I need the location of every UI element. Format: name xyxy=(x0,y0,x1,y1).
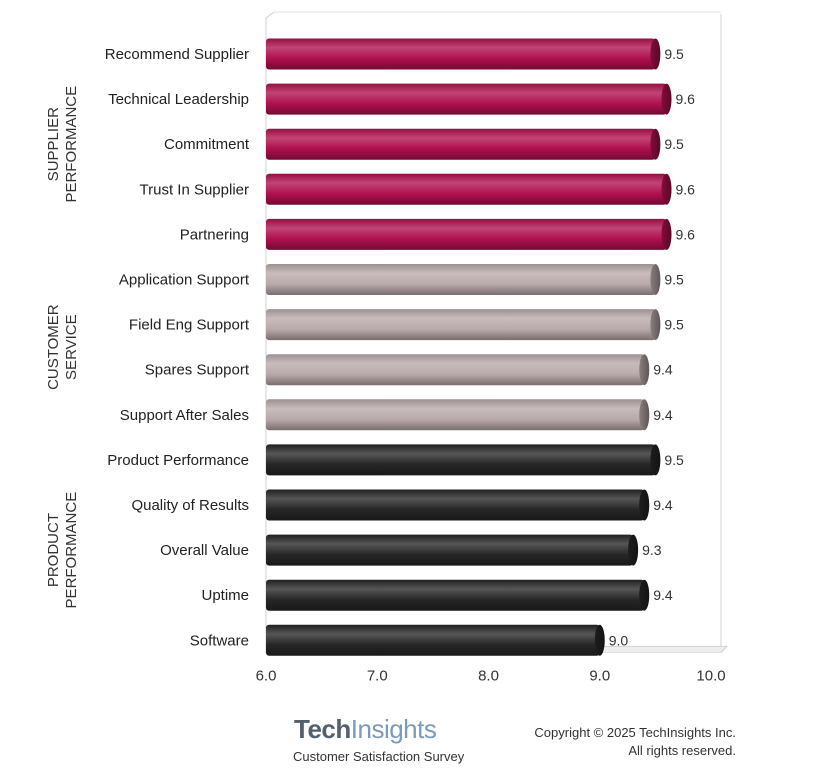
value-label: 9.4 xyxy=(653,362,673,378)
value-label: 9.6 xyxy=(676,226,696,242)
bar xyxy=(266,534,634,566)
category-label: Quality of Results xyxy=(131,497,249,514)
group-label: SUPPLIERPERFORMANCE xyxy=(45,86,80,203)
category-label: Partnering xyxy=(180,226,249,243)
bar xyxy=(266,38,656,70)
x-tick-label: 9.0 xyxy=(589,667,610,684)
bar xyxy=(266,309,656,341)
category-label: Support After Sales xyxy=(120,407,249,424)
bar xyxy=(266,173,667,205)
category-label: Technical Leadership xyxy=(108,91,249,108)
category-label: Application Support xyxy=(119,272,250,289)
bar-end-cap xyxy=(628,534,639,566)
x-tick-label: 10.0 xyxy=(696,667,725,684)
bars-layer xyxy=(266,38,672,656)
category-label: Product Performance xyxy=(107,452,249,469)
category-label: Recommend Supplier xyxy=(105,46,249,63)
copyright-line-1: Copyright © 2025 TechInsights Inc. xyxy=(534,725,736,740)
value-label: 9.6 xyxy=(676,181,696,197)
category-label: Trust In Supplier xyxy=(140,181,250,198)
bar xyxy=(266,624,600,656)
bar xyxy=(266,218,667,250)
bar xyxy=(266,444,656,476)
bar-end-cap xyxy=(639,399,650,431)
bar-end-cap xyxy=(661,83,672,115)
group-label: CUSTOMERSERVICE xyxy=(45,304,80,390)
bar-chart: 6.0 7.0 8.0 9.0 10.0 Recommend Supplier 9.5 Tec… xyxy=(45,11,729,684)
value-label: 9.0 xyxy=(609,632,629,648)
x-tick-label: 6.0 xyxy=(256,667,277,684)
bar xyxy=(266,128,656,160)
bar xyxy=(266,354,645,386)
category-label: Commitment xyxy=(164,136,250,153)
bar xyxy=(266,489,645,521)
group-label: PRODUCTPERFORMANCE xyxy=(45,492,80,609)
copyright-line-2: All rights reserved. xyxy=(628,743,736,758)
bar-end-cap xyxy=(661,218,672,250)
bar-end-cap xyxy=(639,354,650,386)
value-label: 9.4 xyxy=(653,497,673,513)
techinsights-logo: TechInsights xyxy=(294,714,474,746)
labels-layer: 6.0 7.0 8.0 9.0 10.0 Recommend Supplier 9.5 Tec… xyxy=(45,46,726,684)
value-label: 9.5 xyxy=(664,317,684,333)
bar-end-cap xyxy=(661,173,672,205)
bar-end-cap xyxy=(650,38,661,70)
survey-subtitle: Customer Satisfaction Survey xyxy=(293,749,465,764)
bar-end-cap xyxy=(650,264,661,295)
bar xyxy=(266,83,667,115)
value-label: 9.5 xyxy=(664,272,684,288)
copyright-notice: Copyright © 2025 TechInsights Inc. All r… xyxy=(496,724,736,760)
bar-end-cap xyxy=(594,624,605,656)
logo-text-insights: Insights xyxy=(350,714,437,744)
value-label: 9.4 xyxy=(653,587,673,603)
logo-text-tech: Tech xyxy=(294,714,351,744)
bar xyxy=(266,399,645,431)
value-label: 9.4 xyxy=(653,407,673,423)
category-label: Uptime xyxy=(201,587,249,604)
value-label: 9.6 xyxy=(676,91,696,107)
bar-end-cap xyxy=(650,444,661,476)
category-label: Spares Support xyxy=(145,362,250,379)
value-label: 9.3 xyxy=(642,542,662,558)
bar-end-cap xyxy=(650,309,661,341)
category-label: Overall Value xyxy=(160,542,249,559)
bar xyxy=(266,579,645,611)
bar-end-cap xyxy=(650,128,661,160)
value-label: 9.5 xyxy=(664,452,684,468)
x-tick-label: 8.0 xyxy=(478,667,499,684)
value-label: 9.5 xyxy=(664,136,684,152)
category-label: Software xyxy=(190,632,249,649)
bar-end-cap xyxy=(639,579,650,611)
bar-end-cap xyxy=(639,489,650,521)
x-tick-label: 7.0 xyxy=(367,667,388,684)
category-label: Field Eng Support xyxy=(129,317,250,334)
bar xyxy=(266,264,656,295)
value-label: 9.5 xyxy=(664,46,684,62)
plot-edge xyxy=(265,11,275,19)
